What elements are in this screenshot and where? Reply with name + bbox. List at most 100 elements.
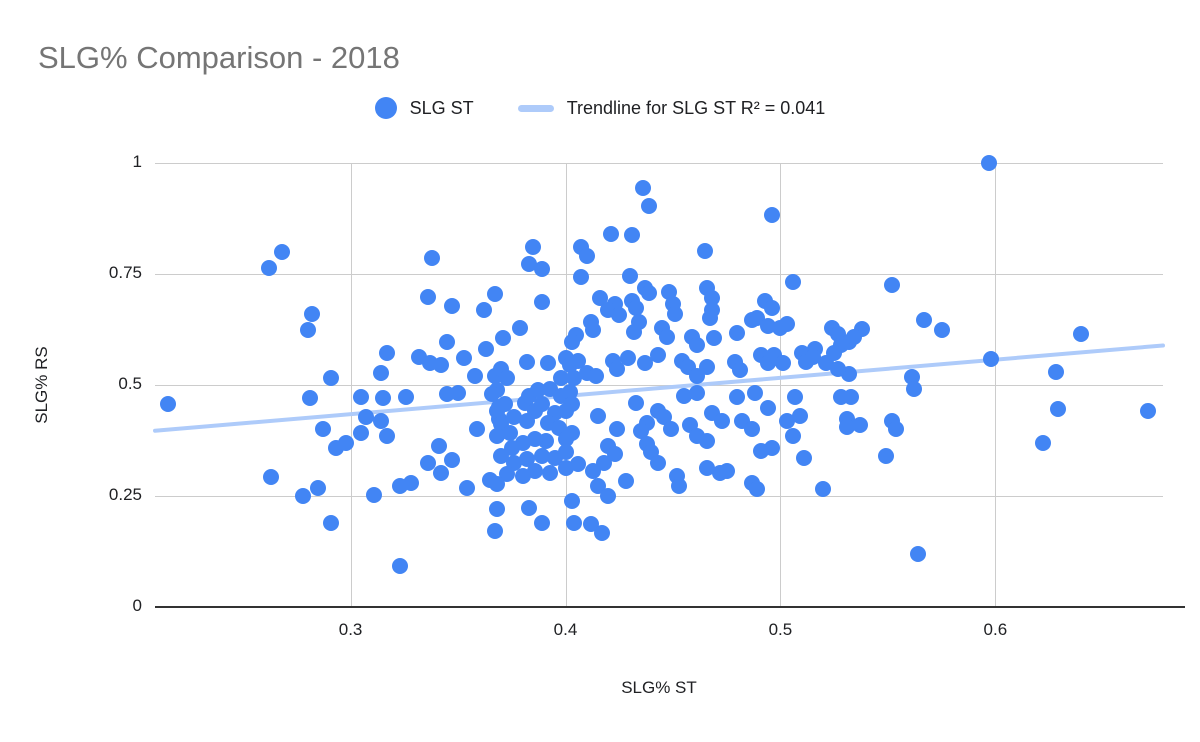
data-point[interactable] — [585, 322, 602, 339]
data-point[interactable] — [533, 395, 550, 412]
data-point[interactable] — [520, 499, 537, 516]
legend-item-series[interactable]: SLG ST — [374, 97, 474, 119]
data-point[interactable] — [499, 465, 516, 482]
data-point[interactable] — [505, 409, 522, 426]
data-point[interactable] — [594, 524, 611, 541]
data-point[interactable] — [357, 409, 374, 426]
data-point[interactable] — [553, 370, 570, 387]
data-point[interactable] — [527, 430, 544, 447]
data-point[interactable] — [443, 452, 460, 469]
data-point[interactable] — [372, 364, 389, 381]
data-point[interactable] — [851, 416, 868, 433]
data-point[interactable] — [570, 455, 587, 472]
data-point[interactable] — [499, 370, 516, 387]
data-point[interactable] — [609, 361, 626, 378]
data-point[interactable] — [826, 344, 843, 361]
data-point[interactable] — [430, 437, 447, 454]
data-point[interactable] — [488, 500, 505, 517]
data-point[interactable] — [497, 395, 514, 412]
data-point[interactable] — [905, 380, 922, 397]
data-point[interactable] — [909, 545, 926, 562]
data-point[interactable] — [637, 355, 654, 372]
data-point[interactable] — [514, 467, 531, 484]
data-point[interactable] — [843, 389, 860, 406]
data-point[interactable] — [658, 328, 675, 345]
data-point[interactable] — [338, 434, 355, 451]
data-point[interactable] — [746, 385, 763, 402]
data-point[interactable] — [432, 357, 449, 374]
data-point[interactable] — [701, 310, 718, 327]
legend-item-trendline[interactable]: Trendline for SLG ST R² = 0.041 — [517, 98, 825, 119]
data-point[interactable] — [379, 344, 396, 361]
data-point[interactable] — [529, 382, 546, 399]
data-point[interactable] — [785, 427, 802, 444]
data-point[interactable] — [714, 412, 731, 429]
data-point[interactable] — [641, 285, 658, 302]
data-point[interactable] — [563, 334, 580, 351]
data-point[interactable] — [705, 330, 722, 347]
data-point[interactable] — [486, 522, 503, 539]
data-point[interactable] — [303, 305, 320, 322]
data-point[interactable] — [533, 514, 550, 531]
data-point[interactable] — [763, 206, 780, 223]
data-point[interactable] — [718, 462, 735, 479]
data-point[interactable] — [353, 388, 370, 405]
data-point[interactable] — [424, 250, 441, 267]
data-point[interactable] — [845, 329, 862, 346]
data-point[interactable] — [753, 442, 770, 459]
data-point[interactable] — [634, 180, 651, 197]
data-point[interactable] — [791, 407, 808, 424]
data-point[interactable] — [778, 412, 795, 429]
data-point[interactable] — [839, 418, 856, 435]
data-point[interactable] — [484, 386, 501, 403]
data-point[interactable] — [1139, 402, 1156, 419]
data-point[interactable] — [518, 354, 535, 371]
data-point[interactable] — [589, 407, 606, 424]
data-point[interactable] — [540, 355, 557, 372]
data-point[interactable] — [542, 464, 559, 481]
data-point[interactable] — [527, 462, 544, 479]
data-point[interactable] — [520, 256, 537, 273]
data-point[interactable] — [980, 155, 997, 171]
data-point[interactable] — [830, 360, 847, 377]
data-point[interactable] — [611, 307, 628, 324]
data-point[interactable] — [619, 350, 636, 367]
data-point[interactable] — [748, 480, 765, 497]
data-point[interactable] — [310, 479, 327, 496]
data-point[interactable] — [512, 320, 529, 337]
data-point[interactable] — [372, 412, 389, 429]
data-point[interactable] — [804, 349, 821, 366]
data-point[interactable] — [260, 260, 277, 277]
data-point[interactable] — [432, 464, 449, 481]
data-point[interactable] — [1034, 434, 1051, 451]
data-point[interactable] — [617, 472, 634, 489]
data-point[interactable] — [1073, 326, 1090, 343]
data-point[interactable] — [667, 306, 684, 323]
data-point[interactable] — [778, 316, 795, 333]
data-point[interactable] — [323, 514, 340, 531]
data-point[interactable] — [398, 389, 415, 406]
data-point[interactable] — [877, 448, 894, 465]
data-point[interactable] — [579, 248, 595, 265]
data-point[interactable] — [602, 226, 619, 243]
data-point[interactable] — [295, 487, 312, 504]
data-point[interactable] — [299, 322, 316, 339]
data-point[interactable] — [884, 277, 901, 294]
data-point[interactable] — [628, 394, 645, 411]
data-point[interactable] — [585, 462, 602, 479]
data-point[interactable] — [572, 269, 589, 286]
data-point[interactable] — [815, 480, 832, 497]
data-point[interactable] — [563, 492, 580, 509]
data-point[interactable] — [933, 321, 950, 338]
data-point[interactable] — [632, 422, 649, 439]
data-point[interactable] — [493, 447, 510, 464]
data-point[interactable] — [641, 198, 658, 215]
data-point[interactable] — [379, 427, 396, 444]
data-point[interactable] — [402, 474, 419, 491]
data-point[interactable] — [662, 420, 679, 437]
data-point[interactable] — [609, 420, 626, 437]
data-point[interactable] — [566, 514, 583, 531]
data-point[interactable] — [731, 362, 748, 379]
data-point[interactable] — [570, 352, 587, 369]
data-point[interactable] — [697, 243, 714, 260]
